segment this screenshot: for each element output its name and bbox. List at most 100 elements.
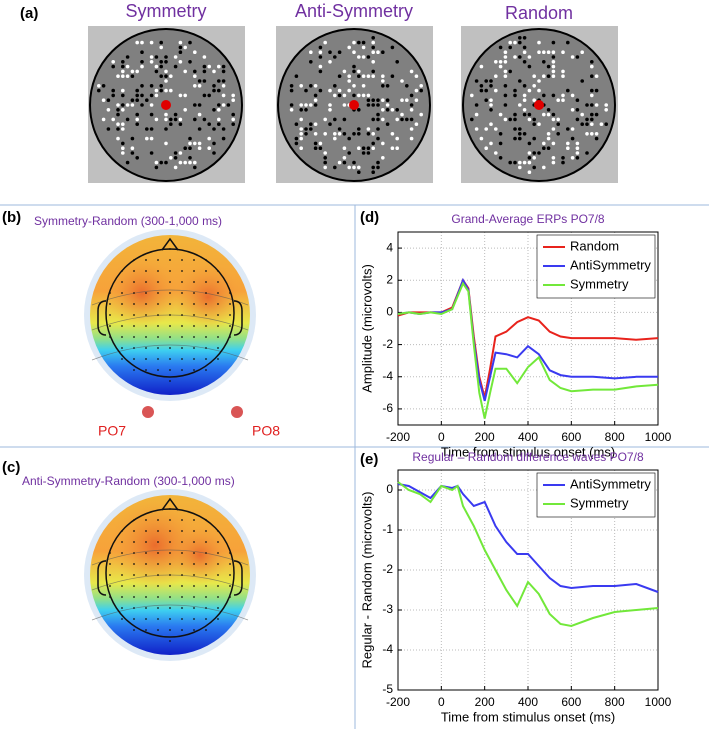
stimulus-dot bbox=[395, 60, 400, 64]
stimulus-dot bbox=[542, 146, 546, 150]
stimulus-dot bbox=[154, 93, 159, 98]
stimulus-dot bbox=[513, 55, 517, 59]
stimulus-dot bbox=[221, 79, 226, 83]
stimulus-dot bbox=[371, 40, 376, 45]
electrode bbox=[181, 336, 183, 338]
stimulus-dot bbox=[121, 103, 125, 107]
stimulus-dot bbox=[518, 136, 522, 141]
stimulus-dot bbox=[479, 88, 484, 93]
electrode bbox=[145, 563, 147, 565]
stimulus-dot bbox=[333, 132, 337, 136]
stimulus-dot bbox=[409, 117, 414, 122]
stimulus-dot bbox=[376, 165, 380, 170]
stimulus-dot bbox=[328, 108, 332, 112]
stimulus-dot bbox=[154, 64, 159, 69]
stimulus-dot bbox=[498, 156, 503, 160]
electrode bbox=[157, 629, 159, 631]
electrode bbox=[181, 585, 183, 587]
stimulus-dot bbox=[352, 50, 356, 54]
stimulus-dot bbox=[304, 88, 308, 93]
stimulus-dot bbox=[197, 146, 202, 150]
stimulus-dot bbox=[474, 79, 479, 83]
electrode bbox=[109, 585, 111, 587]
stimulus-dot bbox=[590, 93, 594, 98]
stimulus-dot bbox=[130, 146, 135, 150]
stimulus-dot bbox=[532, 98, 536, 102]
legend-label: Random bbox=[570, 238, 619, 253]
electrode bbox=[157, 281, 159, 283]
stimulus-dot bbox=[532, 151, 536, 155]
stimulus-dot bbox=[337, 127, 342, 131]
electrode bbox=[157, 369, 159, 371]
stimulus-dot bbox=[522, 108, 527, 112]
electrode bbox=[157, 347, 159, 349]
stimulus-dot bbox=[366, 127, 371, 131]
stimulus-dot bbox=[575, 156, 580, 160]
stimulus-dot bbox=[347, 165, 352, 170]
stimulus-dot bbox=[414, 74, 419, 78]
stimulus-dot bbox=[226, 103, 231, 107]
electrode bbox=[157, 259, 159, 261]
stimulus-dot bbox=[405, 98, 409, 102]
electrode bbox=[193, 574, 195, 576]
electrode bbox=[121, 314, 123, 316]
electrode bbox=[193, 607, 195, 609]
fixation-point bbox=[349, 100, 359, 110]
stimulus-dot bbox=[217, 122, 221, 126]
stimulus-dot bbox=[561, 98, 565, 102]
stimulus-dot bbox=[357, 55, 361, 59]
stimulus-dot bbox=[361, 40, 366, 45]
electrode bbox=[229, 325, 231, 327]
stimulus-dot bbox=[130, 98, 135, 102]
electrode bbox=[229, 596, 231, 598]
electrode bbox=[205, 259, 207, 261]
electrode bbox=[169, 552, 171, 554]
fixation-point bbox=[534, 100, 544, 110]
stimulus-dot bbox=[395, 136, 400, 141]
stimulus-dot bbox=[513, 40, 517, 45]
stimulus-dot bbox=[164, 141, 168, 146]
stimulus-dot bbox=[551, 50, 556, 54]
electrode bbox=[157, 358, 159, 360]
stimulus-dot bbox=[342, 117, 347, 122]
stimulus-dot bbox=[299, 84, 304, 88]
stimulus-dot bbox=[352, 84, 356, 88]
electrode bbox=[217, 270, 219, 272]
stimulus-dot bbox=[347, 79, 352, 83]
electrode bbox=[229, 314, 231, 316]
electrode bbox=[229, 552, 231, 554]
electrode bbox=[181, 519, 183, 521]
stimulus-dot bbox=[121, 141, 125, 146]
stimulus-dot bbox=[551, 127, 556, 131]
stimulus-dot bbox=[561, 160, 565, 165]
stimulus-dot bbox=[532, 117, 536, 122]
stimulus-dot bbox=[508, 117, 512, 122]
stimulus-dot bbox=[542, 50, 546, 54]
stimulus-dot bbox=[381, 108, 385, 112]
stimulus-dot bbox=[130, 103, 135, 107]
electrode bbox=[205, 347, 207, 349]
stimulus-dot bbox=[289, 84, 294, 88]
electrode bbox=[157, 596, 159, 598]
stimulus-dot bbox=[309, 60, 313, 64]
stimulus-dot bbox=[221, 84, 226, 88]
stimulus-dot bbox=[508, 69, 512, 74]
stimulus-dot bbox=[159, 74, 163, 78]
stimulus-dot bbox=[121, 74, 125, 78]
stimulus-dot bbox=[309, 127, 313, 131]
stimulus-dot bbox=[197, 84, 202, 88]
stimulus-dot bbox=[299, 146, 304, 150]
stimulus-dot bbox=[414, 98, 419, 102]
stimulus-dot bbox=[357, 146, 361, 150]
stimulus-dot bbox=[352, 132, 356, 136]
stimulus-dot bbox=[202, 55, 207, 59]
y-axis-label: Regular - Random (microvolts) bbox=[359, 492, 374, 669]
stimulus-dot bbox=[561, 156, 565, 160]
stimulus-dot bbox=[207, 146, 211, 150]
stimulus-dot bbox=[149, 103, 154, 107]
electrode bbox=[169, 508, 171, 510]
stimulus-dot bbox=[140, 40, 144, 45]
stimulus-dot bbox=[503, 117, 508, 122]
stimulus-dot bbox=[513, 112, 517, 117]
stimulus-dot bbox=[193, 103, 197, 107]
